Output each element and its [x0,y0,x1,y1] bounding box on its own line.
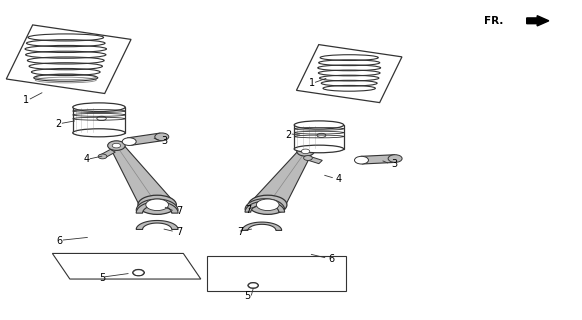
Ellipse shape [257,199,279,211]
Polygon shape [136,199,178,211]
Polygon shape [136,220,178,229]
Ellipse shape [138,195,176,214]
Polygon shape [136,202,178,213]
Ellipse shape [304,156,313,160]
Text: 7: 7 [246,204,252,215]
Text: 4: 4 [336,173,342,184]
Text: 7: 7 [176,227,182,237]
Circle shape [133,269,144,276]
Polygon shape [242,222,282,230]
Polygon shape [100,149,115,158]
Text: FR.: FR. [484,16,503,26]
Text: 6: 6 [329,253,335,264]
Text: 4: 4 [83,154,90,164]
Ellipse shape [146,199,169,211]
Ellipse shape [249,195,287,214]
Text: 3: 3 [391,159,398,169]
Ellipse shape [73,103,125,111]
Polygon shape [127,133,164,145]
Text: 7: 7 [176,206,182,216]
Text: 3: 3 [162,136,168,146]
Text: 5: 5 [99,273,105,283]
Polygon shape [73,107,125,133]
Ellipse shape [301,149,310,154]
Ellipse shape [294,121,343,129]
Ellipse shape [108,141,125,150]
Text: 2: 2 [285,130,292,140]
Ellipse shape [122,138,136,146]
Text: 2: 2 [55,119,62,129]
Polygon shape [245,201,285,212]
Text: 1: 1 [308,78,315,88]
Text: 1: 1 [23,95,30,105]
Polygon shape [251,150,312,208]
Polygon shape [245,199,285,210]
Polygon shape [361,155,396,164]
Polygon shape [306,156,322,164]
Ellipse shape [155,133,169,140]
Circle shape [248,283,258,288]
Ellipse shape [112,143,120,148]
Ellipse shape [294,145,343,153]
Ellipse shape [73,129,125,137]
Polygon shape [294,125,343,149]
Ellipse shape [354,156,368,164]
Ellipse shape [98,154,107,159]
Text: 7: 7 [237,227,243,237]
Ellipse shape [297,147,314,156]
Text: 5: 5 [244,291,251,301]
Ellipse shape [388,155,402,162]
Polygon shape [110,144,173,208]
Text: 6: 6 [56,236,63,246]
FancyArrow shape [527,16,549,26]
